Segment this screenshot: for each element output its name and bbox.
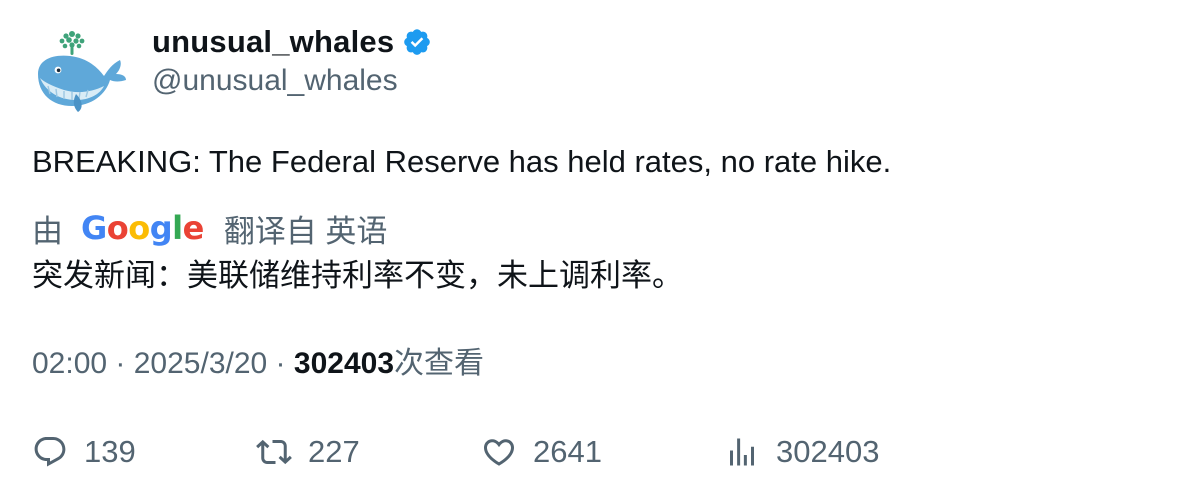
reply-button[interactable]: 139 (32, 432, 136, 472)
retweet-count: 227 (308, 434, 360, 469)
retweet-icon (256, 439, 292, 465)
views-count: 302403 (293, 347, 394, 380)
analytics-icon (730, 438, 754, 466)
meta-separator: · (267, 347, 294, 380)
translated-text: 突发新闻：美联储维持利率不变，未上调利率。 (32, 258, 683, 293)
retweet-button[interactable]: 227 (256, 432, 360, 472)
tweet-text: BREAKING: The Federal Reserve has held r… (32, 144, 892, 179)
tweet-time[interactable]: 02:00 (32, 347, 108, 380)
like-button[interactable]: 2641 (481, 432, 602, 472)
whale-avatar-icon (38, 31, 126, 112)
translation-attribution[interactable]: 由 Google 翻译自 英语 (32, 207, 387, 249)
author-handle[interactable]: @unusual_whales (152, 64, 398, 97)
tweet-date[interactable]: 2025/3/20 (133, 347, 268, 380)
tweet-meta: 02:00 · 2025/3/20 · 302403次查看 (32, 344, 484, 384)
google-logo: Google (81, 209, 204, 247)
translation-from-label: 翻译自 英语 (223, 213, 388, 249)
meta-separator: · (107, 347, 134, 380)
translation-by-label: 由 (32, 213, 63, 249)
reply-icon (34, 437, 66, 467)
heart-icon (483, 439, 515, 466)
action-bar: 139 227 2641 302403 (0, 432, 1196, 472)
author-name-row[interactable]: unusual_whales (152, 22, 432, 62)
views-label: 次查看 (394, 347, 484, 380)
like-count: 2641 (533, 434, 602, 469)
verified-badge-icon[interactable] (402, 27, 432, 57)
views-button[interactable]: 302403 (724, 432, 879, 472)
views-action-count: 302403 (776, 434, 880, 469)
author-display-name[interactable]: unusual_whales (152, 24, 395, 59)
reply-count: 139 (84, 434, 136, 469)
avatar[interactable] (32, 24, 128, 114)
